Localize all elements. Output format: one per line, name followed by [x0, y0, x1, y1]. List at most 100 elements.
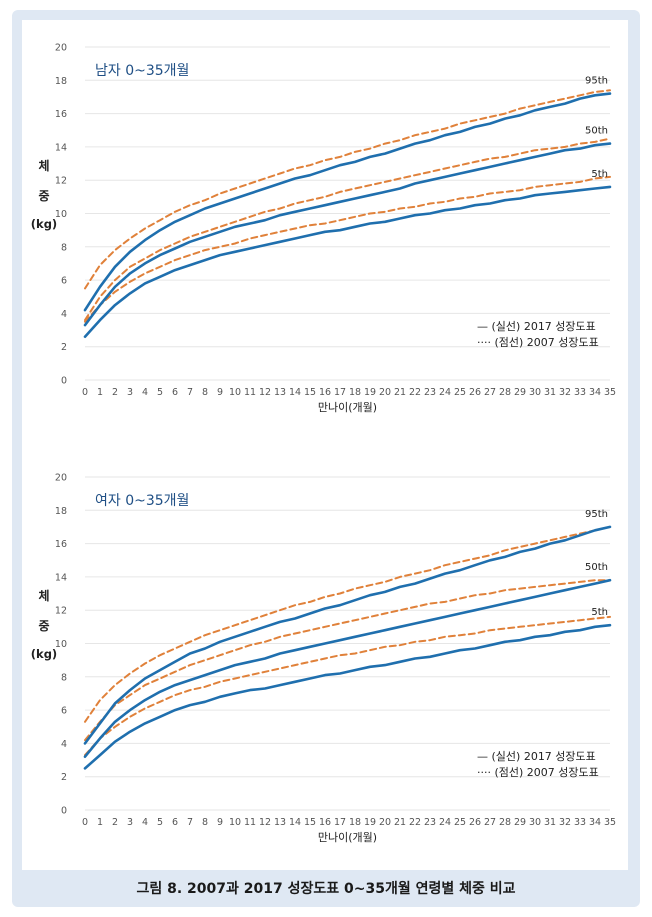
- series-line-5th-2007: [84, 175, 611, 323]
- x-tick-label: 20: [379, 387, 391, 398]
- legend-entry: — (실선) 2017 성장도표: [477, 750, 596, 763]
- x-tick-label: 14: [289, 817, 301, 828]
- series-line-50th: [83, 142, 612, 327]
- y-tick-label: 14: [55, 142, 67, 153]
- x-tick-label: 31: [544, 817, 556, 828]
- y-tick-label: 8: [61, 672, 67, 683]
- x-tick-label: 30: [529, 387, 541, 398]
- series-label: 50th: [585, 126, 608, 137]
- y-axis-label: 중: [38, 619, 49, 633]
- x-tick-label: 32: [559, 817, 571, 828]
- series-line-50th-2007: [84, 137, 611, 322]
- series-line-5th: [83, 623, 612, 770]
- x-tick-label: 7: [187, 817, 193, 828]
- series-label: 50th: [585, 562, 608, 573]
- series-label: 95th: [585, 76, 608, 87]
- x-tick-label: 26: [469, 817, 481, 828]
- x-tick-label: 5: [157, 817, 163, 828]
- y-axis-label: (kg): [31, 647, 57, 661]
- legend-entry: ···· (점선) 2007 성장도표: [477, 336, 599, 349]
- y-axis-label: (kg): [31, 217, 57, 231]
- series-label: 5th: [591, 607, 608, 618]
- x-tick-label: 13: [274, 817, 286, 828]
- y-axis-label: 중: [38, 189, 49, 203]
- y-tick-label: 16: [55, 539, 67, 550]
- x-tick-label: 22: [409, 387, 421, 398]
- x-tick-label: 27: [484, 817, 496, 828]
- x-tick-label: 6: [172, 817, 178, 828]
- x-tick-label: 2: [112, 387, 118, 398]
- y-tick-label: 4: [61, 739, 67, 750]
- x-tick-label: 28: [499, 387, 511, 398]
- legend-entry: — (실선) 2017 성장도표: [477, 320, 596, 333]
- x-tick-label: 22: [409, 817, 421, 828]
- series-label: 5th: [591, 169, 608, 180]
- x-tick-label: 20: [379, 817, 391, 828]
- series-line-95th: [83, 92, 612, 312]
- figure-caption: 그림 8. 2007과 2017 성장도표 0~35개월 연령별 체중 비교: [136, 881, 516, 897]
- y-tick-label: 8: [61, 242, 67, 253]
- x-tick-label: 8: [202, 817, 208, 828]
- x-tick-label: 35: [604, 387, 616, 398]
- x-tick-label: 0: [82, 817, 88, 828]
- x-tick-label: 5: [157, 387, 163, 398]
- x-tick-label: 9: [217, 817, 223, 828]
- x-tick-label: 10: [229, 817, 241, 828]
- y-tick-label: 18: [55, 506, 67, 517]
- x-tick-label: 23: [424, 387, 436, 398]
- x-tick-label: 18: [349, 387, 361, 398]
- y-tick-label: 20: [55, 473, 67, 484]
- y-tick-label: 4: [61, 309, 67, 320]
- x-tick-label: 2: [112, 817, 118, 828]
- y-tick-label: 10: [55, 639, 67, 650]
- y-tick-label: 12: [55, 606, 67, 617]
- series-line-50th: [83, 578, 612, 759]
- x-tick-label: 6: [172, 387, 178, 398]
- x-tick-label: 16: [319, 387, 331, 398]
- x-tick-label: 11: [244, 817, 256, 828]
- series-line-95th: [83, 525, 612, 745]
- x-tick-label: 28: [499, 817, 511, 828]
- x-tick-label: 30: [529, 817, 541, 828]
- x-tick-label: 18: [349, 817, 361, 828]
- x-axis-label: 만나이(개월): [318, 401, 377, 414]
- y-tick-label: 16: [55, 109, 67, 120]
- x-tick-label: 24: [439, 817, 451, 828]
- x-tick-label: 14: [289, 387, 301, 398]
- chart-title: 남자 0~35개월: [95, 63, 189, 79]
- y-tick-label: 0: [61, 376, 67, 387]
- x-tick-label: 12: [259, 387, 271, 398]
- y-tick-label: 6: [61, 706, 67, 717]
- x-tick-label: 19: [364, 817, 376, 828]
- x-tick-label: 24: [439, 387, 451, 398]
- y-tick-label: 18: [55, 76, 67, 87]
- x-tick-label: 23: [424, 817, 436, 828]
- series-line-5th-2007: [84, 615, 611, 757]
- y-tick-label: 14: [55, 572, 67, 583]
- series-line-50th-2007: [84, 579, 611, 742]
- x-tick-label: 17: [334, 817, 346, 828]
- x-tick-label: 13: [274, 387, 286, 398]
- x-tick-label: 11: [244, 387, 256, 398]
- figure-panel: [22, 20, 628, 870]
- x-tick-label: 27: [484, 387, 496, 398]
- x-tick-label: 10: [229, 387, 241, 398]
- y-tick-label: 10: [55, 209, 67, 220]
- x-tick-label: 26: [469, 387, 481, 398]
- x-tick-label: 29: [514, 387, 526, 398]
- y-tick-label: 2: [61, 342, 67, 353]
- x-tick-label: 33: [574, 817, 586, 828]
- x-tick-label: 31: [544, 387, 556, 398]
- y-tick-label: 12: [55, 176, 67, 187]
- x-tick-label: 9: [217, 387, 223, 398]
- x-tick-label: 0: [82, 387, 88, 398]
- y-tick-label: 20: [55, 43, 67, 54]
- series-line-95th-2007: [84, 525, 611, 723]
- x-tick-label: 12: [259, 817, 271, 828]
- legend-entry: ···· (점선) 2007 성장도표: [477, 766, 599, 779]
- y-tick-label: 6: [61, 276, 67, 287]
- x-tick-label: 15: [304, 817, 316, 828]
- y-axis-label: 체: [38, 588, 49, 603]
- series-line-95th-2007: [84, 89, 611, 290]
- x-tick-label: 34: [589, 817, 601, 828]
